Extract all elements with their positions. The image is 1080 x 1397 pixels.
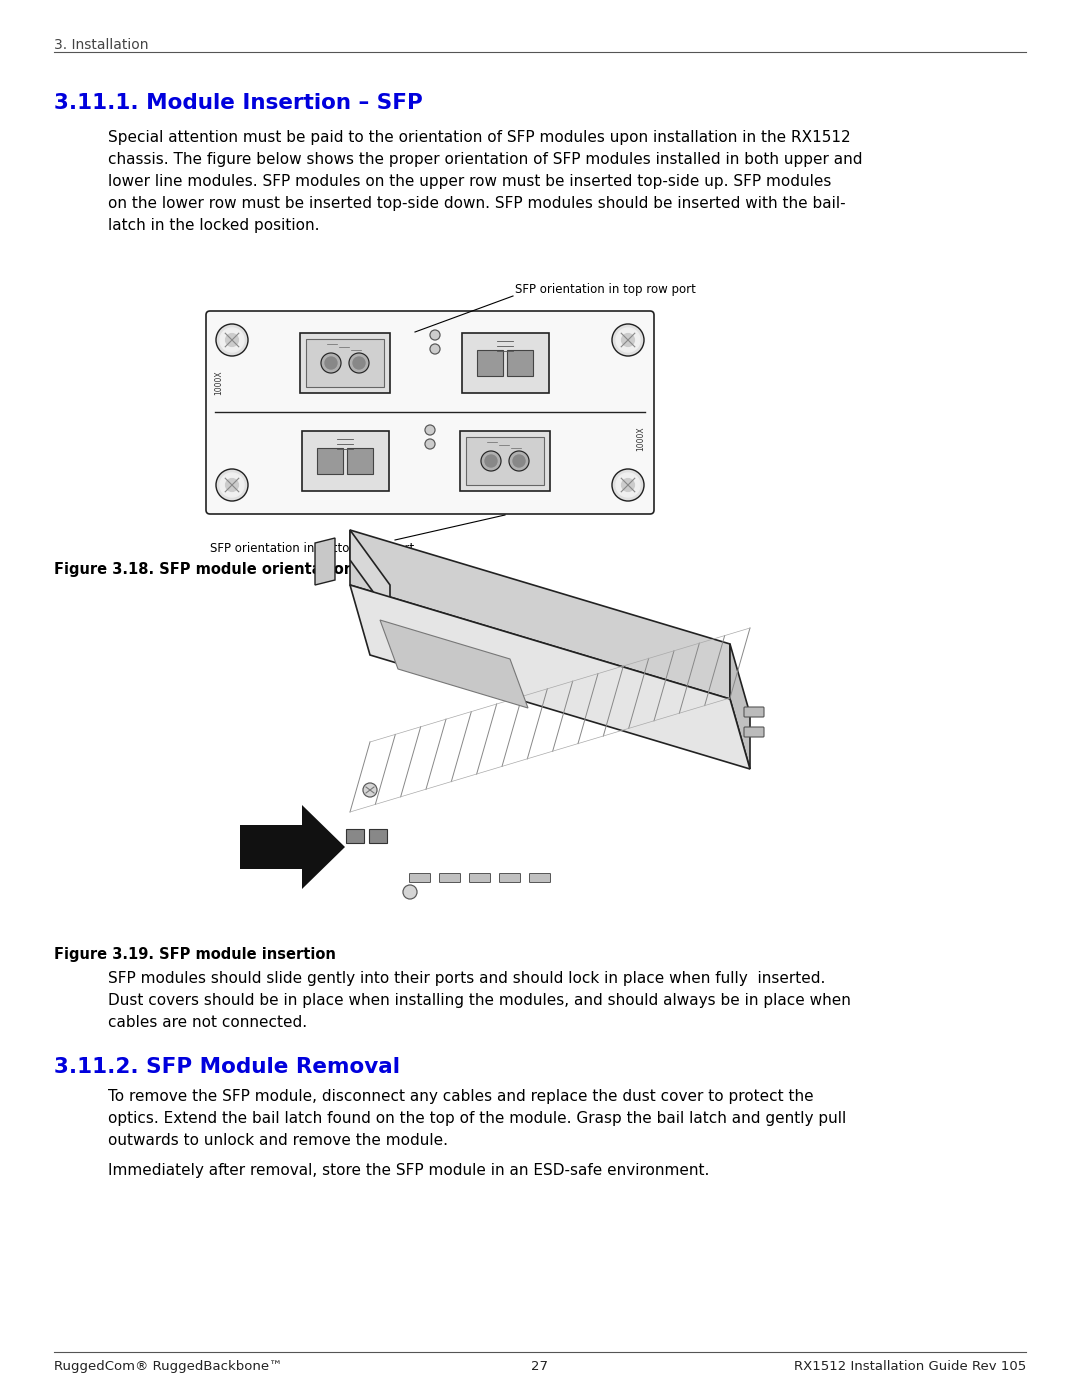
- Text: optics. Extend the bail latch found on the top of the module. Grasp the bail lat: optics. Extend the bail latch found on t…: [108, 1111, 847, 1126]
- Circle shape: [426, 439, 435, 448]
- Circle shape: [485, 455, 497, 467]
- FancyBboxPatch shape: [409, 873, 431, 883]
- Circle shape: [349, 353, 369, 373]
- FancyBboxPatch shape: [306, 339, 384, 387]
- FancyBboxPatch shape: [318, 448, 343, 474]
- Circle shape: [622, 479, 634, 492]
- Circle shape: [216, 324, 248, 356]
- FancyBboxPatch shape: [477, 351, 503, 376]
- FancyBboxPatch shape: [302, 432, 389, 490]
- Text: To remove the SFP module, disconnect any cables and replace the dust cover to pr: To remove the SFP module, disconnect any…: [108, 1090, 813, 1104]
- Circle shape: [481, 451, 501, 471]
- Circle shape: [513, 455, 525, 467]
- FancyBboxPatch shape: [346, 828, 364, 842]
- Polygon shape: [380, 620, 528, 708]
- Circle shape: [353, 358, 365, 369]
- Text: 27: 27: [531, 1361, 549, 1373]
- FancyBboxPatch shape: [460, 432, 550, 490]
- Text: RuggedCom® RuggedBackbone™: RuggedCom® RuggedBackbone™: [54, 1361, 282, 1373]
- Circle shape: [325, 358, 337, 369]
- Text: 3.11.2. SFP Module Removal: 3.11.2. SFP Module Removal: [54, 1058, 400, 1077]
- FancyBboxPatch shape: [440, 873, 460, 883]
- Text: 1000X: 1000X: [636, 426, 646, 451]
- Circle shape: [226, 334, 239, 346]
- Circle shape: [430, 330, 440, 339]
- Text: SFP modules should slide gently into their ports and should lock in place when f: SFP modules should slide gently into the…: [108, 971, 825, 986]
- FancyBboxPatch shape: [369, 828, 387, 842]
- Circle shape: [509, 451, 529, 471]
- Polygon shape: [350, 529, 390, 615]
- FancyBboxPatch shape: [347, 448, 373, 474]
- Text: SFP orientation in bottom row port: SFP orientation in bottom row port: [210, 542, 415, 555]
- Circle shape: [403, 886, 417, 900]
- FancyBboxPatch shape: [470, 873, 490, 883]
- FancyBboxPatch shape: [499, 873, 521, 883]
- Circle shape: [216, 469, 248, 502]
- FancyBboxPatch shape: [507, 351, 534, 376]
- Text: Special attention must be paid to the orientation of SFP modules upon installati: Special attention must be paid to the or…: [108, 130, 851, 145]
- Circle shape: [220, 328, 244, 352]
- Text: cables are not connected.: cables are not connected.: [108, 1016, 307, 1030]
- Circle shape: [616, 474, 640, 497]
- Text: Figure 3.19. SFP module insertion: Figure 3.19. SFP module insertion: [54, 947, 336, 963]
- Circle shape: [612, 324, 644, 356]
- Text: lower line modules. SFP modules on the upper row must be inserted top-side up. S: lower line modules. SFP modules on the u…: [108, 175, 832, 189]
- Circle shape: [226, 479, 239, 492]
- Text: latch in the locked position.: latch in the locked position.: [108, 218, 320, 233]
- Circle shape: [612, 469, 644, 502]
- Text: Dust covers should be in place when installing the modules, and should always be: Dust covers should be in place when inst…: [108, 993, 851, 1009]
- FancyBboxPatch shape: [300, 332, 390, 393]
- FancyBboxPatch shape: [744, 707, 764, 717]
- Text: 3.11.1. Module Insertion – SFP: 3.11.1. Module Insertion – SFP: [54, 94, 422, 113]
- Text: 1000X: 1000X: [215, 370, 224, 395]
- Circle shape: [220, 474, 244, 497]
- Circle shape: [321, 353, 341, 373]
- Text: SFP orientation in top row port: SFP orientation in top row port: [515, 284, 696, 296]
- Circle shape: [430, 344, 440, 353]
- Text: on the lower row must be inserted top-side down. SFP modules should be inserted : on the lower row must be inserted top-si…: [108, 196, 846, 211]
- FancyBboxPatch shape: [465, 437, 544, 485]
- Polygon shape: [315, 538, 335, 585]
- Circle shape: [426, 425, 435, 434]
- Text: Immediately after removal, store the SFP module in an ESD-safe environment.: Immediately after removal, store the SFP…: [108, 1162, 710, 1178]
- Circle shape: [622, 334, 634, 346]
- FancyBboxPatch shape: [529, 873, 551, 883]
- FancyBboxPatch shape: [744, 726, 764, 738]
- Text: RX1512 Installation Guide Rev 105: RX1512 Installation Guide Rev 105: [794, 1361, 1026, 1373]
- Polygon shape: [350, 529, 730, 698]
- Text: Figure 3.18. SFP module orientation: Figure 3.18. SFP module orientation: [54, 562, 354, 577]
- FancyBboxPatch shape: [462, 332, 549, 393]
- Text: outwards to unlock and remove the module.: outwards to unlock and remove the module…: [108, 1133, 448, 1148]
- Polygon shape: [240, 805, 345, 888]
- Text: chassis. The figure below shows the proper orientation of SFP modules installed : chassis. The figure below shows the prop…: [108, 152, 863, 168]
- FancyBboxPatch shape: [206, 312, 654, 514]
- Polygon shape: [350, 585, 750, 768]
- Polygon shape: [730, 644, 750, 768]
- Circle shape: [616, 328, 640, 352]
- Text: 3. Installation: 3. Installation: [54, 38, 149, 52]
- Circle shape: [363, 782, 377, 798]
